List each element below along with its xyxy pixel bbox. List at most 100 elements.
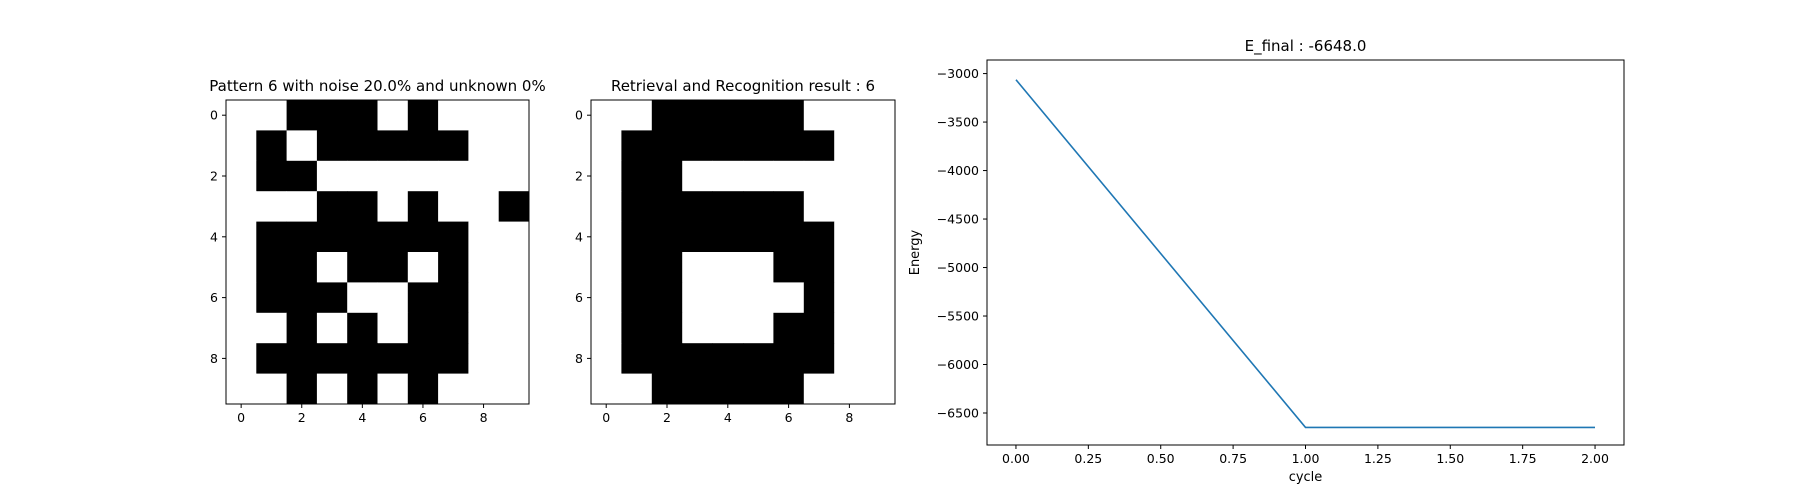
cell-r6-c2 (286, 282, 318, 314)
cell-r0-c1 (621, 100, 653, 131)
cell-r1-c3 (682, 130, 713, 162)
plot-frame (590, 99, 896, 405)
cell-r3-c4 (347, 191, 378, 222)
cell-r8-c1 (621, 343, 653, 374)
chart-title: E_final : -6648.0 (1245, 37, 1367, 56)
cell-r9-c7 (803, 373, 835, 405)
cell-r0-c6 (407, 100, 439, 131)
cell-r2-c9 (864, 160, 896, 192)
cell-r2-c6 (773, 160, 805, 192)
cell-r0-c2 (651, 100, 683, 131)
cell-r8-c5 (743, 343, 774, 374)
cell-r3-c8 (834, 191, 865, 222)
cell-r1-c1 (256, 130, 287, 162)
cell-r2-c4 (712, 160, 744, 192)
cell-r7-c4 (347, 312, 378, 344)
chart-title: Pattern 6 with noise 20.0% and unknown 0… (209, 77, 545, 95)
x-tick-label: 1.75 (1509, 451, 1537, 466)
cell-r8-c2 (286, 343, 318, 374)
y-tick-label: −3500 (937, 115, 979, 130)
cell-r6-c4 (712, 282, 744, 314)
cell-r3-c8 (468, 191, 500, 222)
cell-r8-c7 (438, 343, 469, 374)
cell-r5-c7 (803, 252, 835, 283)
cell-r9-c0 (591, 373, 622, 405)
cell-r4-c7 (438, 221, 469, 253)
cell-r2-c2 (286, 160, 318, 192)
cell-r9-c4 (347, 373, 378, 405)
cell-r8-c7 (803, 343, 835, 374)
cell-r7-c7 (803, 312, 835, 344)
y-tick-label: 8 (575, 351, 583, 366)
cell-r1-c4 (712, 130, 744, 162)
cell-r1-c7 (803, 130, 835, 162)
cell-r2-c5 (377, 160, 409, 192)
cell-r3-c5 (743, 191, 774, 222)
y-tick-label: −6000 (937, 357, 979, 372)
cell-r2-c6 (407, 160, 439, 192)
cell-r2-c3 (682, 160, 713, 192)
cell-r3-c9 (498, 191, 530, 222)
cell-r0-c0 (226, 100, 257, 131)
cell-r5-c3 (682, 252, 713, 283)
cell-r2-c7 (803, 160, 835, 192)
cell-r2-c4 (347, 160, 378, 192)
cell-r1-c7 (438, 130, 469, 162)
cell-r7-c1 (256, 312, 287, 344)
cell-r6-c0 (591, 282, 622, 314)
cell-r6-c7 (438, 282, 469, 314)
chart-title: Retrieval and Recognition result : 6 (611, 77, 875, 95)
x-tick-label: 4 (358, 410, 366, 425)
cell-r8-c5 (377, 343, 409, 374)
cell-r2-c2 (651, 160, 683, 192)
cell-r9-c7 (438, 373, 469, 405)
cell-r4-c8 (468, 221, 500, 253)
cell-r3-c7 (803, 191, 835, 222)
cell-r0-c8 (468, 100, 500, 131)
cell-r8-c0 (226, 343, 257, 374)
cell-r3-c3 (316, 191, 348, 222)
cell-r5-c8 (834, 252, 865, 283)
y-tick-label: 2 (575, 169, 583, 184)
cell-r4-c2 (286, 221, 318, 253)
x-tick-label: 0.00 (1002, 451, 1030, 466)
y-tick-label: 0 (575, 108, 583, 123)
cell-r9-c0 (226, 373, 257, 405)
cell-r4-c9 (864, 221, 896, 253)
cell-r3-c6 (773, 191, 805, 222)
cell-r2-c7 (438, 160, 469, 192)
cell-r6-c6 (407, 282, 439, 314)
cell-r7-c6 (407, 312, 439, 344)
cell-r8-c1 (256, 343, 287, 374)
cell-r2-c1 (256, 160, 287, 192)
energy-line-chart: 0.00 0.25 0.50 0.75 1.00 1.25 1.50 1.75 2.00 −300… (908, 37, 1625, 485)
cell-r5-c2 (286, 252, 318, 283)
cell-r3-c1 (621, 191, 653, 222)
cell-r9-c4 (712, 373, 744, 405)
cell-r5-c6 (773, 252, 805, 283)
cell-r9-c6 (773, 373, 805, 405)
y-tick-label: −6500 (937, 405, 979, 420)
cell-r5-c7 (438, 252, 469, 283)
cell-r7-c2 (286, 312, 318, 344)
cell-r5-c2 (651, 252, 683, 283)
cell-r0-c9 (498, 100, 530, 131)
cell-r3-c3 (682, 191, 713, 222)
cell-r3-c4 (712, 191, 744, 222)
cell-r7-c0 (226, 312, 257, 344)
cell-r3-c0 (226, 191, 257, 222)
cell-r5-c0 (226, 252, 257, 283)
cell-r8-c6 (407, 343, 439, 374)
cell-r5-c5 (743, 252, 774, 283)
cell-r8-c9 (498, 343, 530, 374)
cell-r0-c6 (773, 100, 805, 131)
cell-r0-c4 (347, 100, 378, 131)
cell-r7-c7 (438, 312, 469, 344)
cell-r7-c9 (498, 312, 530, 344)
energy-series-line (1015, 79, 1595, 429)
cell-r3-c5 (377, 191, 409, 222)
cell-r0-c3 (316, 100, 348, 131)
cell-r6-c0 (226, 282, 257, 314)
y-tick-label: 8 (210, 351, 218, 366)
